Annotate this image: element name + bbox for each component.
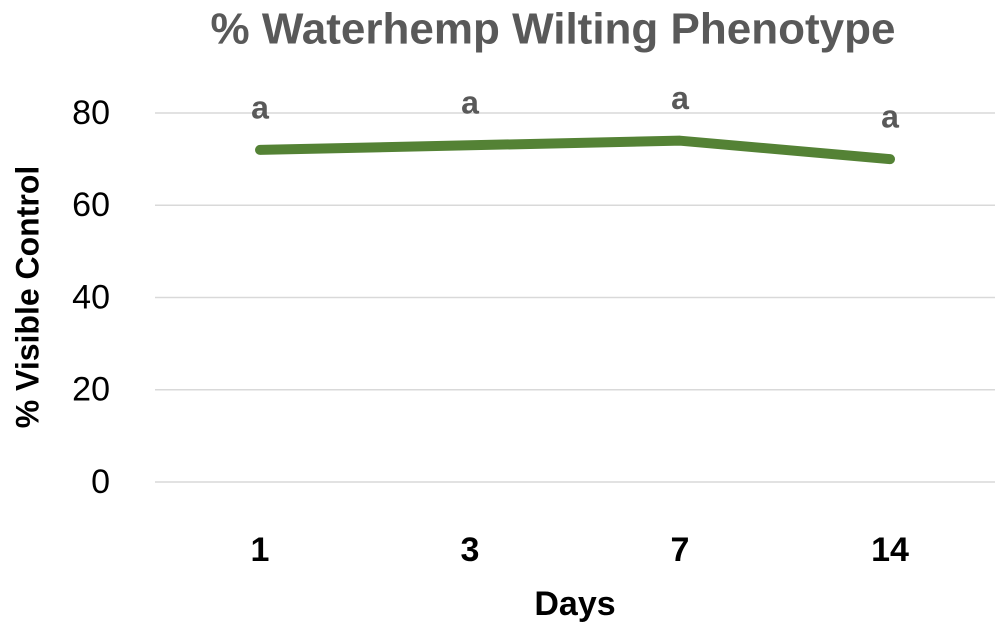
x-axis-title: Days xyxy=(534,585,615,623)
x-tick-label: 1 xyxy=(251,531,270,569)
x-tick-label: 14 xyxy=(871,531,909,569)
y-tick-label: 80 xyxy=(72,94,110,132)
data-line xyxy=(255,135,895,165)
y-tick-label: 40 xyxy=(72,278,110,316)
x-tick-label: 3 xyxy=(461,531,480,569)
y-tick-label: 0 xyxy=(91,463,110,501)
data-annotation: a xyxy=(881,99,899,135)
data-annotation: a xyxy=(461,85,479,121)
x-tick-label: 7 xyxy=(671,531,690,569)
data-annotation: a xyxy=(251,89,269,125)
y-tick-label: 20 xyxy=(72,371,110,409)
y-tick-label: 60 xyxy=(72,186,110,224)
chart-title: % Waterhemp Wilting Phenotype xyxy=(211,5,896,54)
data-annotation: a xyxy=(671,80,689,116)
y-axis-title: % Visible Control xyxy=(9,166,45,429)
